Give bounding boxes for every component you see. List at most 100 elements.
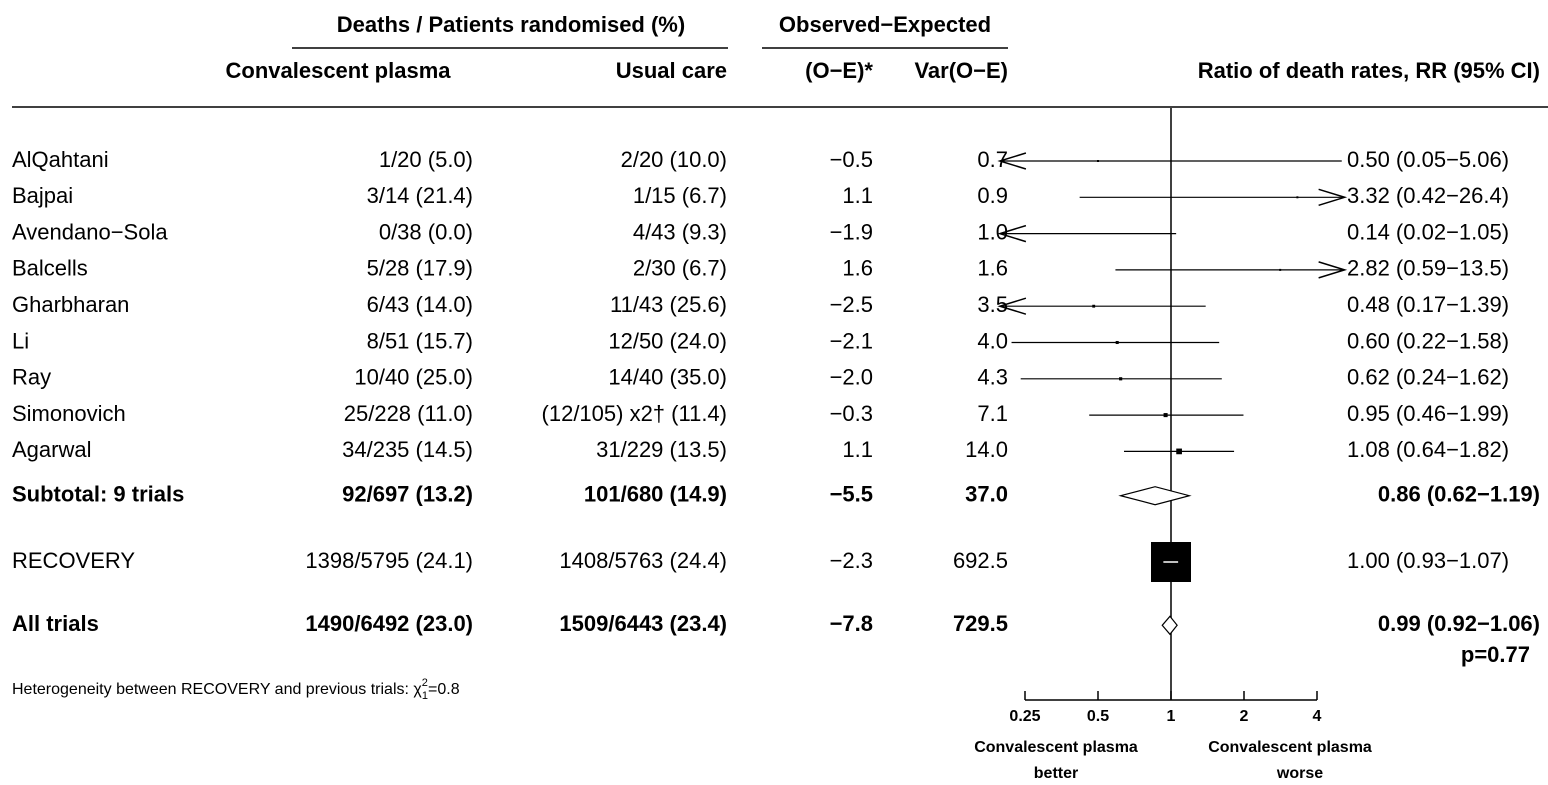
variance: 692.5 xyxy=(953,548,1008,573)
x-tick-label: 0.25 xyxy=(1009,708,1040,725)
estimate-box xyxy=(1115,340,1119,345)
p-value: p=0.77 xyxy=(1461,642,1530,667)
study-name: Balcells xyxy=(12,256,88,281)
estimate-box xyxy=(1176,448,1182,455)
variance: 1.6 xyxy=(977,256,1008,281)
x-tick-label: 4 xyxy=(1313,708,1322,725)
estimate-box xyxy=(1163,413,1168,418)
rr-label: 0.50 (0.05−5.06) xyxy=(1347,147,1509,172)
usual-deaths: 31/229 (13.5) xyxy=(596,437,727,462)
x-caption: Convalescent plasma xyxy=(974,739,1138,756)
estimate-box xyxy=(1119,377,1123,381)
variance: 7.1 xyxy=(977,401,1008,426)
usual-deaths: 11/43 (25.6) xyxy=(610,292,727,317)
x-caption: better xyxy=(1034,765,1078,782)
footnote: Heterogeneity between RECOVERY and previ… xyxy=(12,677,460,702)
o-minus-e: −2.3 xyxy=(830,548,873,573)
rr-label: 0.14 (0.02−1.05) xyxy=(1347,219,1509,244)
column-header: Convalescent plasma xyxy=(226,58,452,83)
variance: 4.3 xyxy=(977,365,1008,390)
o-minus-e: −5.5 xyxy=(830,482,873,507)
o-minus-e: 1.6 xyxy=(842,256,873,281)
study-name: RECOVERY xyxy=(12,548,135,573)
o-minus-e: −2.1 xyxy=(830,328,873,353)
study-name: Bajpai xyxy=(12,183,73,208)
diamond xyxy=(1161,615,1178,636)
study-name: Agarwal xyxy=(12,437,91,462)
ci-arrow xyxy=(997,297,1027,315)
plasma-deaths: 0/38 (0.0) xyxy=(379,219,473,244)
variance: 0.9 xyxy=(977,183,1008,208)
x-tick-label: 0.5 xyxy=(1087,708,1109,725)
column-header: (O−E)* xyxy=(805,58,873,83)
ci-arrow xyxy=(1318,261,1348,279)
usual-deaths: 2/20 (10.0) xyxy=(621,147,727,172)
rr-label: 0.62 (0.24−1.62) xyxy=(1347,365,1509,390)
o-minus-e: −0.5 xyxy=(830,147,873,172)
rr-label: 0.99 (0.92−1.06) xyxy=(1378,611,1540,636)
column-header: Ratio of death rates, RR (95% CI) xyxy=(1198,58,1540,83)
plasma-deaths: 1/20 (5.0) xyxy=(379,147,473,172)
plasma-deaths: 10/40 (25.0) xyxy=(354,365,473,390)
usual-deaths: 2/30 (6.7) xyxy=(633,256,727,281)
column-header: Usual care xyxy=(616,58,727,83)
estimate-box xyxy=(1097,160,1099,162)
plasma-deaths: 6/43 (14.0) xyxy=(367,292,473,317)
usual-deaths: 101/680 (14.9) xyxy=(584,482,727,507)
plasma-deaths: 92/697 (13.2) xyxy=(342,482,473,507)
diamond xyxy=(1118,486,1192,506)
footnote-text: Heterogeneity between RECOVERY and previ… xyxy=(12,681,422,698)
ci-arrow xyxy=(997,152,1027,170)
estimate-box xyxy=(1092,304,1096,308)
o-minus-e: 1.1 xyxy=(842,183,873,208)
o-minus-e: 1.1 xyxy=(842,437,873,462)
footnote-tail: =0.8 xyxy=(428,681,460,698)
o-minus-e: −7.8 xyxy=(830,611,873,636)
x-caption: worse xyxy=(1276,765,1323,782)
rr-label: 1.00 (0.93−1.07) xyxy=(1347,548,1509,573)
header-group: Observed−Expected xyxy=(779,12,991,37)
variance: 4.0 xyxy=(977,328,1008,353)
usual-deaths: 14/40 (35.0) xyxy=(608,365,727,390)
column-header: Var(O−E) xyxy=(914,58,1008,83)
rr-label: 3.32 (0.42−26.4) xyxy=(1347,183,1509,208)
plasma-deaths: 3/14 (21.4) xyxy=(367,183,473,208)
estimate-box xyxy=(1296,196,1299,199)
study-name: Avendano−Sola xyxy=(12,219,168,244)
variance: 729.5 xyxy=(953,611,1008,636)
ci-arrow xyxy=(997,224,1027,243)
ci-arrow xyxy=(1318,188,1348,207)
rr-label: 1.08 (0.64−1.82) xyxy=(1347,437,1509,462)
x-tick-label: 1 xyxy=(1167,708,1176,725)
usual-deaths: 12/50 (24.0) xyxy=(608,328,727,353)
usual-deaths: 1/15 (6.7) xyxy=(633,183,727,208)
rr-label: 0.95 (0.46−1.99) xyxy=(1347,401,1509,426)
usual-deaths: 1509/6443 (23.4) xyxy=(559,611,727,636)
rr-label: 0.60 (0.22−1.58) xyxy=(1347,328,1509,353)
study-name: Subtotal: 9 trials xyxy=(12,482,184,507)
estimate-box xyxy=(1279,268,1282,271)
header-group: Deaths / Patients randomised (%) xyxy=(337,12,685,37)
o-minus-e: −2.5 xyxy=(830,292,873,317)
footnote-sub: 1 xyxy=(422,690,428,702)
study-name: All trials xyxy=(12,611,99,636)
o-minus-e: −1.9 xyxy=(830,219,873,244)
footnote-sup: 2 xyxy=(422,677,428,689)
usual-deaths: 4/43 (9.3) xyxy=(633,219,727,244)
study-name: Gharbharan xyxy=(12,292,129,317)
x-caption: Convalescent plasma xyxy=(1208,739,1372,756)
plasma-deaths: 5/28 (17.9) xyxy=(367,256,473,281)
study-name: Ray xyxy=(12,365,51,390)
plasma-deaths: 1490/6492 (23.0) xyxy=(305,611,473,636)
x-tick-label: 2 xyxy=(1240,708,1249,725)
rr-label: 0.48 (0.17−1.39) xyxy=(1347,292,1509,317)
o-minus-e: −2.0 xyxy=(830,365,873,390)
variance: 14.0 xyxy=(965,437,1008,462)
usual-deaths: (12/105) x2† (11.4) xyxy=(542,401,727,426)
study-name: Simonovich xyxy=(12,401,126,426)
variance: 37.0 xyxy=(965,482,1008,507)
study-name: AlQahtani xyxy=(12,147,109,172)
plasma-deaths: 1398/5795 (24.1) xyxy=(305,548,473,573)
plasma-deaths: 34/235 (14.5) xyxy=(342,437,473,462)
o-minus-e: −0.3 xyxy=(830,401,873,426)
